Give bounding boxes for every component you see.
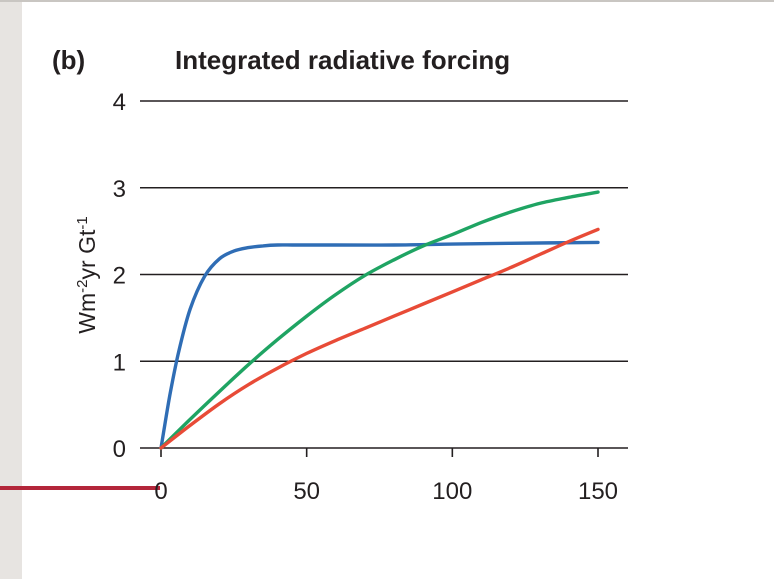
slide-panel: [22, 2, 774, 579]
axes: [140, 447, 628, 457]
y-tick-label-0: 0: [113, 436, 126, 463]
x-tick-label-50: 50: [293, 478, 320, 505]
x-tick-label-0: 0: [154, 478, 167, 505]
top-border: [0, 0, 774, 2]
series-line-red: [159, 227, 600, 450]
accent-line: [0, 486, 160, 490]
tick-labels: 0 1 2 3 4 0 50 100 150: [113, 89, 618, 505]
chart-title: Integrated radiative forcing: [175, 45, 510, 75]
y-tick-label-1: 1: [113, 349, 126, 376]
gridlines: [140, 100, 628, 363]
y-tick-label-2: 2: [113, 263, 126, 290]
x-tick-label-150: 150: [578, 478, 618, 505]
series-line-blue: [159, 240, 600, 450]
y-tick-label-3: 3: [113, 176, 126, 203]
y-tick-label-4: 4: [113, 89, 126, 116]
y-axis-label: Wm-2yr Gt-1: [74, 216, 101, 333]
panel-label: (b): [52, 45, 85, 75]
series-lines: [159, 190, 600, 450]
series-line-green: [159, 190, 600, 450]
x-tick-label-100: 100: [432, 478, 472, 505]
